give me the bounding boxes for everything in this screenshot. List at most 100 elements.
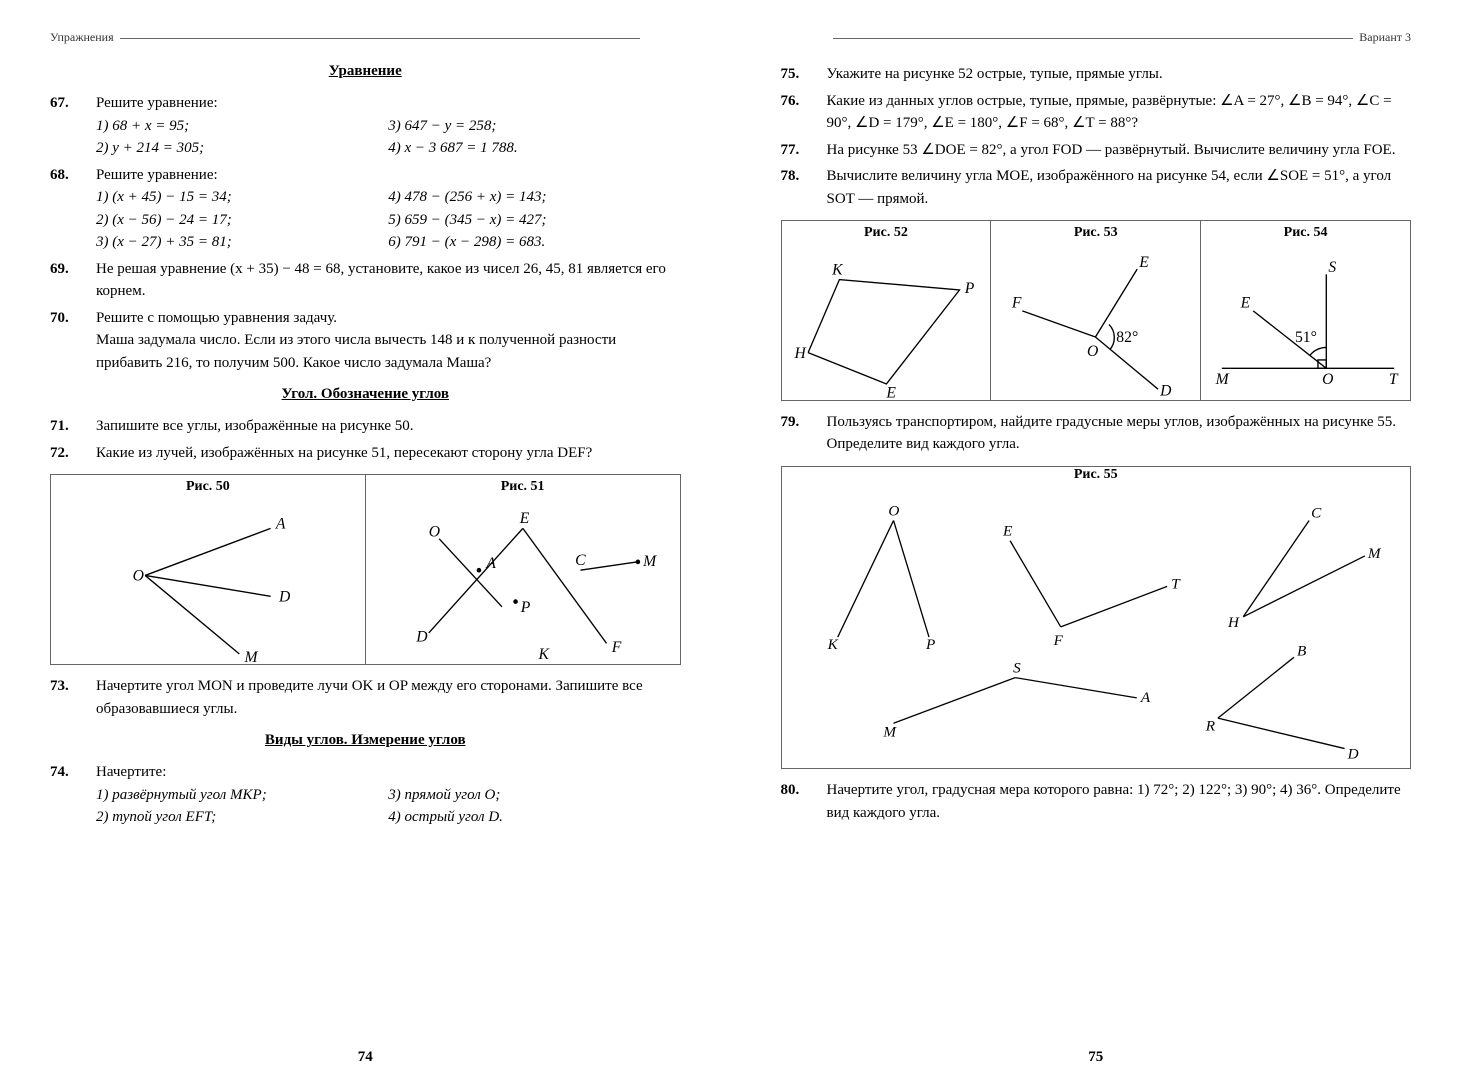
svg-text:T: T	[1389, 371, 1399, 388]
eq-item: 1) развёрнутый угол MKP;	[96, 784, 388, 807]
svg-text:P: P	[963, 280, 974, 297]
figure-54: S E M O T 51°	[1201, 243, 1410, 400]
problem-num: 80.	[781, 779, 827, 824]
svg-text:B: B	[1296, 642, 1305, 659]
svg-text:E: E	[518, 510, 529, 527]
svg-text:S: S	[1329, 259, 1337, 276]
problem-78: 78. Вычислите величину угла MOE, изображ…	[781, 165, 1412, 210]
eq-item: 1) (x + 45) − 15 = 34;	[96, 186, 388, 209]
svg-text:P: P	[924, 636, 934, 653]
problem-text: Укажите на рисунке 52 острые, тупые, пря…	[827, 63, 1412, 86]
eq-item: 2) (x − 56) − 24 = 17;	[96, 209, 388, 232]
problem-text: Какие из данных углов острые, тупые, пря…	[827, 90, 1412, 135]
svg-text:D: D	[1346, 745, 1358, 762]
eq-item: 3) прямой угол O;	[388, 784, 680, 807]
page-left: Упражнения Уравнение 67. Решите уравнени…	[0, 0, 731, 1080]
problem-num: 71.	[50, 415, 96, 438]
header-left: Упражнения	[50, 30, 681, 45]
problem-69: 69. Не решая уравнение (x + 35) − 48 = 6…	[50, 258, 681, 303]
svg-text:H: H	[1227, 614, 1240, 631]
svg-text:A: A	[275, 515, 286, 532]
svg-text:O: O	[429, 524, 440, 541]
problem-text: Какие из лучей, изображённых на рисунке …	[96, 442, 681, 465]
problem-num: 75.	[781, 63, 827, 86]
section-equation: Уравнение	[50, 63, 681, 80]
problem-79: 79. Пользуясь транспортиром, найдите гра…	[781, 411, 1412, 456]
problem-num: 79.	[781, 411, 827, 456]
problem-text: Решите уравнение:	[96, 164, 681, 187]
figure-53: F E O D 82°	[991, 243, 1200, 400]
header-right: Вариант 3	[781, 30, 1412, 45]
problem-num: 74.	[50, 761, 96, 829]
header-right-text: Вариант 3	[1359, 30, 1411, 44]
section-angle-types: Виды углов. Измерение углов	[50, 732, 681, 749]
problem-num: 76.	[781, 90, 827, 135]
svg-text:E: E	[1001, 522, 1012, 539]
problem-text: На рисунке 53 ∠DOE = 82°, а угол FOD — р…	[827, 139, 1412, 162]
problem-text: Решите с помощью уравнения задачу.	[96, 307, 681, 330]
problem-text: Начертите угол MON и проведите лучи OK и…	[96, 675, 681, 720]
header-left-text: Упражнения	[50, 30, 114, 44]
fig-title: Рис. 50	[51, 479, 365, 495]
fig-title: Рис. 53	[991, 225, 1200, 241]
problem-77: 77. На рисунке 53 ∠DOE = 82°, а угол FOD…	[781, 139, 1412, 162]
svg-text:E: E	[1139, 254, 1150, 271]
problem-num: 69.	[50, 258, 96, 303]
figure-box-55: Рис. 55	[781, 466, 1412, 770]
svg-text:R: R	[1204, 717, 1215, 734]
fig-title: Рис. 51	[366, 479, 680, 495]
eq-item: 4) x − 3 687 = 1 788.	[388, 137, 680, 160]
problem-80: 80. Начертите угол, градусная мера котор…	[781, 779, 1412, 824]
fig-title: Рис. 55	[782, 467, 1411, 483]
problem-text: Решите уравнение:	[96, 92, 681, 115]
problem-67: 67. Решите уравнение: 1) 68 + x = 95; 2)…	[50, 92, 681, 160]
problem-text: Вычислите величину угла MOE, изображённо…	[827, 165, 1412, 210]
svg-text:D: D	[415, 628, 428, 645]
problem-num: 78.	[781, 165, 827, 210]
figure-55: O K P E F T C H M S M A B R D	[782, 485, 1411, 769]
svg-text:S: S	[1013, 659, 1021, 676]
problem-num: 73.	[50, 675, 96, 720]
svg-text:O: O	[1322, 371, 1333, 388]
problem-num: 72.	[50, 442, 96, 465]
svg-text:M: M	[642, 553, 657, 570]
svg-text:D: D	[278, 589, 291, 606]
problem-text: Маша задумала число. Если из этого числа…	[96, 329, 681, 374]
page-number-right: 75	[731, 1049, 1461, 1066]
problem-num: 67.	[50, 92, 96, 160]
eq-item: 3) 647 − y = 258;	[388, 115, 680, 138]
problem-num: 68.	[50, 164, 96, 254]
svg-text:K: K	[826, 636, 838, 653]
svg-text:82°: 82°	[1117, 329, 1139, 346]
svg-text:P: P	[520, 599, 531, 616]
page-right: Вариант 3 75. Укажите на рисунке 52 остр…	[731, 0, 1461, 1080]
problem-text: Запишите все углы, изображённые на рисун…	[96, 415, 681, 438]
svg-text:M: M	[882, 723, 897, 740]
eq-item: 4) острый угол D.	[388, 806, 680, 829]
problem-text: Начертите:	[96, 761, 681, 784]
svg-text:51°: 51°	[1295, 329, 1317, 346]
problem-68: 68. Решите уравнение: 1) (x + 45) − 15 =…	[50, 164, 681, 254]
svg-text:F: F	[1052, 632, 1063, 649]
problem-73: 73. Начертите угол MON и проведите лучи …	[50, 675, 681, 720]
eq-item: 2) y + 214 = 305;	[96, 137, 388, 160]
figure-box-52-54: Рис. 52 K P H E Рис. 53	[781, 220, 1412, 401]
problem-text: Не решая уравнение (x + 35) − 48 = 68, у…	[96, 258, 681, 303]
eq-item: 5) 659 − (345 − x) = 427;	[388, 209, 680, 232]
figure-51: O A E C M D P K F	[366, 497, 680, 664]
eq-item: 2) тупой угол EFT;	[96, 806, 388, 829]
eq-item: 1) 68 + x = 95;	[96, 115, 388, 138]
fig-title: Рис. 52	[782, 225, 991, 241]
svg-text:A: A	[1139, 689, 1150, 706]
svg-text:F: F	[1011, 295, 1022, 312]
svg-text:K: K	[831, 261, 844, 278]
svg-text:O: O	[888, 502, 899, 519]
problem-70: 70. Решите с помощью уравнения задачу. М…	[50, 307, 681, 375]
fig-title: Рис. 54	[1201, 225, 1410, 241]
eq-item: 3) (x − 27) + 35 = 81;	[96, 231, 388, 254]
problem-76: 76. Какие из данных углов острые, тупые,…	[781, 90, 1412, 135]
figure-52: K P H E	[782, 243, 991, 400]
svg-text:K: K	[537, 646, 550, 663]
svg-text:A: A	[485, 555, 496, 572]
section-angle-def: Угол. Обозначение углов	[50, 386, 681, 403]
